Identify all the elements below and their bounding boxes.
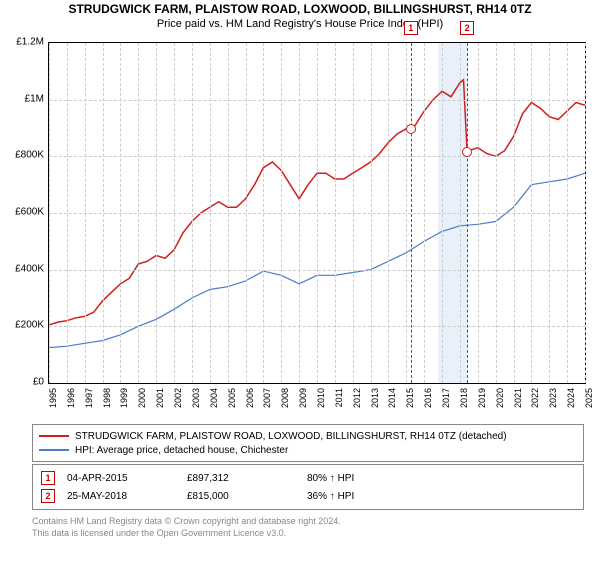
- x-tick-label: 1997: [84, 388, 94, 408]
- y-tick-label: £800K: [15, 150, 44, 161]
- events-table: 1 04-APR-2015£897,31280% ↑ HPI 2 25-MAY-201…: [32, 464, 584, 510]
- x-tick-label: 2006: [245, 388, 255, 408]
- legend-item-1: STRUDGWICK FARM, PLAISTOW ROAD, LOXWOOD,…: [75, 431, 507, 442]
- x-tick-label: 2022: [530, 388, 540, 408]
- x-tick-label: 2019: [477, 388, 487, 408]
- x-tick-label: 2017: [441, 388, 451, 408]
- x-tick-label: 2004: [209, 388, 219, 408]
- x-tick-label: 1995: [48, 388, 58, 408]
- x-tick-label: 2021: [513, 388, 523, 408]
- x-tick-label: 2025: [584, 388, 594, 408]
- event-marker: 1: [41, 471, 55, 485]
- x-tick-label: 2020: [495, 388, 505, 408]
- x-axis: 1995 1996 1997 1998 1999 2000 2001 2002 2003 2004…: [48, 384, 584, 424]
- event-price: £815,000: [187, 491, 307, 502]
- event-pct: 36% ↑ HPI: [307, 491, 427, 502]
- x-tick-label: 2013: [370, 388, 380, 408]
- event-marker: 2: [41, 489, 55, 503]
- x-tick-label: 2024: [566, 388, 576, 408]
- x-tick-label: 2003: [191, 388, 201, 408]
- event-pct: 80% ↑ HPI: [307, 473, 427, 484]
- x-tick-label: 2018: [459, 388, 469, 408]
- x-tick-label: 2014: [387, 388, 397, 408]
- x-tick-label: 1996: [66, 388, 76, 408]
- footer-text: Contains HM Land Registry data © Crown c…: [32, 516, 584, 539]
- x-tick-label: 2007: [262, 388, 272, 408]
- x-tick-label: 2016: [423, 388, 433, 408]
- x-tick-label: 2002: [173, 388, 183, 408]
- x-tick-label: 2023: [548, 388, 558, 408]
- chart-title: STRUDGWICK FARM, PLAISTOW ROAD, LOXWOOD,…: [0, 2, 600, 16]
- x-tick-label: 2005: [227, 388, 237, 408]
- y-tick-label: £600K: [15, 207, 44, 218]
- y-tick-label: £1M: [25, 93, 44, 104]
- x-tick-label: 2001: [155, 388, 165, 408]
- chart-plot: 12: [48, 42, 586, 384]
- event-row: 1 04-APR-2015£897,31280% ↑ HPI: [33, 469, 583, 487]
- legend: STRUDGWICK FARM, PLAISTOW ROAD, LOXWOOD,…: [32, 424, 584, 462]
- x-tick-label: 2000: [137, 388, 147, 408]
- y-tick-label: £400K: [15, 263, 44, 274]
- data-point-marker: [406, 124, 416, 134]
- x-tick-label: 2015: [405, 388, 415, 408]
- event-row: 2 25-MAY-2018£815,00036% ↑ HPI: [33, 487, 583, 505]
- x-tick-label: 1998: [102, 388, 112, 408]
- y-axis: £0£200K£400K£600K£800K£1M£1.2M: [0, 42, 48, 382]
- marker-label: 1: [404, 21, 418, 35]
- chart-subtitle: Price paid vs. HM Land Registry's House …: [0, 18, 600, 30]
- x-tick-label: 2008: [280, 388, 290, 408]
- y-tick-label: £1.2M: [16, 37, 44, 48]
- event-date: 25-MAY-2018: [67, 491, 187, 502]
- legend-item-2: HPI: Average price, detached house, Chic…: [75, 445, 288, 456]
- y-tick-label: £200K: [15, 320, 44, 331]
- x-tick-label: 2012: [352, 388, 362, 408]
- event-price: £897,312: [187, 473, 307, 484]
- x-tick-label: 2010: [316, 388, 326, 408]
- marker-label: 2: [460, 21, 474, 35]
- data-point-marker: [462, 147, 472, 157]
- event-date: 04-APR-2015: [67, 473, 187, 484]
- x-tick-label: 1999: [119, 388, 129, 408]
- x-tick-label: 2011: [334, 388, 344, 407]
- x-tick-label: 2009: [298, 388, 308, 408]
- y-tick-label: £0: [33, 377, 44, 388]
